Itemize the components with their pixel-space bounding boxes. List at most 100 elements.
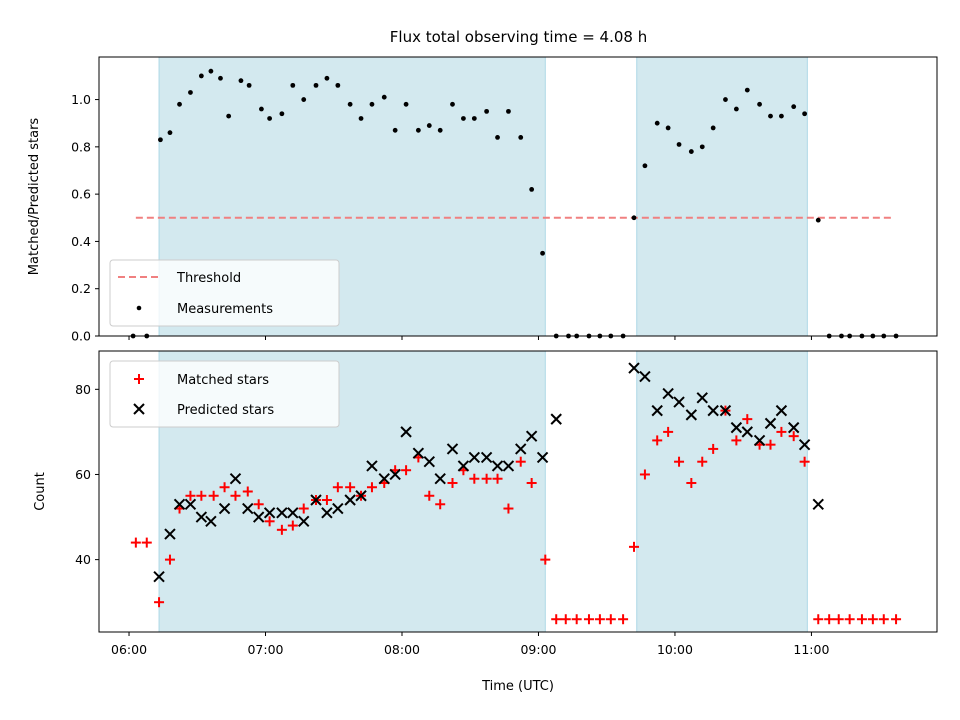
legend-predicted-label: Predicted stars [177, 403, 274, 418]
predicted-star-point [355, 490, 367, 502]
cross-stroke-b [195, 511, 208, 523]
matched-star-point [833, 614, 844, 625]
measurement-point [358, 116, 364, 121]
measurement-point [369, 101, 375, 107]
matched-star-point [298, 503, 309, 514]
matched-star-point [856, 614, 867, 625]
predicted-star-point [400, 426, 412, 438]
ratio-y-ticks: 0.0 0.2 0.4 0.6 0.8 1.0 [71, 92, 99, 344]
x-tick-label: 06:00 [111, 642, 147, 657]
cross-stroke-b [628, 362, 640, 374]
matched-star-point [515, 456, 526, 467]
matched-star-point [164, 554, 175, 565]
measurement-point [506, 108, 511, 114]
matched-star-point [141, 537, 152, 548]
predicted-star-point [332, 502, 344, 515]
measurement-point [733, 106, 739, 112]
x-axis-label: Time (UTC) [481, 679, 554, 694]
count-y-axis-label: Count [33, 472, 48, 511]
predicted-star-point [628, 362, 640, 374]
matched-star-point [492, 473, 503, 484]
measurement-point [654, 120, 660, 126]
predicted-star-point [719, 404, 732, 417]
y-tick-label: 1.0 [71, 92, 91, 107]
cross-stroke-b [685, 409, 698, 421]
measurement-point [177, 101, 182, 107]
measurement-point [381, 94, 387, 100]
cross-stroke-b [321, 507, 333, 519]
predicted-star-point [173, 498, 186, 510]
cross-stroke-b [787, 421, 800, 434]
matched-star-point [185, 490, 196, 501]
chart-title: Flux total observing time = 4.08 h [390, 28, 647, 46]
predicted-star-point [242, 502, 254, 515]
cross-stroke-b [332, 502, 344, 515]
matched-star-point [799, 456, 810, 467]
predicted-star-point [639, 370, 651, 383]
predicted-star-point [536, 451, 549, 464]
matched-star-point [287, 520, 298, 531]
predicted-star-point [673, 396, 685, 408]
predicted-star-point [446, 443, 459, 455]
matched-star-point [686, 477, 697, 488]
count-legend: Matched stars Predicted stars [109, 360, 340, 428]
measurement-point [437, 127, 443, 133]
cross-stroke-b [276, 507, 288, 519]
y-tick-label: 0.6 [71, 187, 91, 202]
matched-star-point [776, 426, 787, 437]
matched-star-point [332, 482, 343, 493]
measurement-point [744, 87, 750, 93]
measurement-point [335, 82, 341, 88]
matched-star-point [130, 537, 141, 548]
predicted-star-point [775, 404, 788, 417]
predicted-star-point [298, 515, 310, 528]
cross-stroke-b [389, 468, 401, 481]
matched-star-point [447, 477, 458, 488]
cross-stroke-b [164, 528, 176, 540]
measurement-point [631, 215, 637, 221]
x-tick-label: 07:00 [247, 642, 283, 657]
cross-stroke-b [651, 404, 663, 417]
matched-star-point [551, 614, 562, 625]
cross-stroke-b [229, 473, 242, 485]
cross-stroke-b [400, 426, 412, 438]
matched-star-point [503, 503, 514, 514]
measurement-point [267, 116, 273, 121]
measurement-point [238, 78, 244, 84]
matched-star-point [824, 614, 835, 625]
matched-star-point [196, 490, 207, 501]
measurement-point [529, 187, 535, 192]
cross-stroke-b [662, 387, 674, 400]
matched-star-point [891, 614, 902, 625]
predicted-star-point [321, 507, 333, 519]
predicted-star-point [696, 392, 708, 404]
measurement-point [324, 75, 330, 81]
matched-star-point [366, 482, 377, 493]
measurement-point [779, 113, 784, 119]
cross-stroke-b [153, 570, 165, 583]
measurement-point [450, 101, 455, 107]
y-tick-label: 0.2 [71, 281, 91, 296]
predicted-star-point [730, 421, 743, 434]
predicted-star-point [550, 413, 562, 425]
matched-star-point [788, 431, 799, 442]
measurement-point [495, 134, 500, 140]
measurement-point [518, 134, 524, 140]
cross-stroke-b [423, 455, 435, 468]
predicted-star-point [798, 438, 811, 451]
predicted-star-point [389, 468, 401, 481]
measurement-point [642, 163, 648, 169]
measurement-point [246, 82, 252, 88]
matched-star-point [264, 516, 275, 527]
predicted-star-point [344, 494, 356, 506]
cross-stroke-b [480, 451, 493, 464]
ratio-panel: 0.0 0.2 0.4 0.6 0.8 1.0 Matched/Predicted sta… [27, 56, 938, 344]
predicted-star-point [378, 473, 390, 485]
cross-stroke-b [798, 438, 811, 451]
matched-star-point [674, 456, 685, 467]
measurement-point [699, 144, 705, 150]
matched-star-point [708, 443, 719, 454]
cross-stroke-b [133, 403, 145, 415]
predicted-star-points [153, 362, 824, 583]
measurement-point [167, 130, 173, 136]
